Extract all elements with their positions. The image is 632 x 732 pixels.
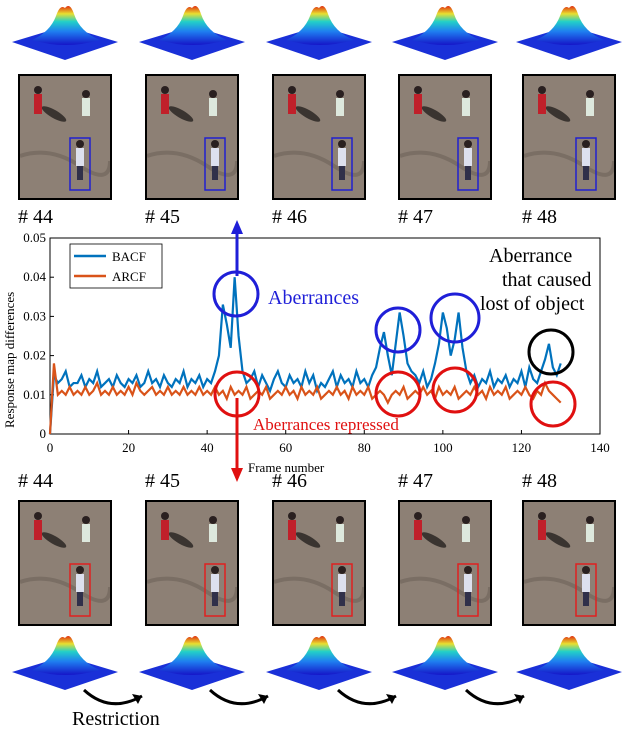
- top-frame-image-1: [145, 74, 239, 200]
- top-response-map-1: [139, 6, 245, 60]
- y-tick-label: 0: [40, 426, 47, 441]
- top-frame-label-0: # 44: [18, 206, 53, 228]
- top-frame-image-2: [272, 74, 366, 200]
- restriction-arrows: [82, 688, 525, 706]
- legend-label-arcf: ARCF: [112, 269, 146, 284]
- top-frame-label-1: # 45: [145, 206, 180, 228]
- bottom-frame-label-2: # 46: [272, 470, 307, 492]
- bottom-response-map-3: [392, 636, 498, 690]
- blue-arrow-up-icon: [231, 220, 243, 234]
- curved-arrow-icon: [132, 694, 142, 704]
- bottom-frame-image-4: [522, 500, 616, 626]
- bottom-frame-label-1: # 45: [145, 470, 180, 492]
- top-frame-label-3: # 47: [398, 206, 433, 228]
- y-axis-label: Response map differences: [2, 292, 17, 428]
- top-response-map-0: [12, 6, 118, 60]
- bottom-response-map-0: [12, 636, 118, 690]
- top-frame-label-2: # 46: [272, 206, 307, 228]
- legend-label-bacf: BACF: [112, 249, 146, 264]
- y-tick-label: 0.02: [23, 348, 46, 363]
- bottom-response-map-1: [139, 636, 245, 690]
- x-tick-label: 140: [590, 440, 610, 455]
- curved-arrow-icon: [514, 694, 524, 704]
- aberrance-circle-2: [374, 306, 422, 354]
- x-tick-label: 80: [358, 440, 371, 455]
- arrows: [231, 220, 243, 482]
- bottom-response-map-4: [516, 636, 622, 690]
- restriction-label: Restriction: [72, 708, 160, 730]
- x-tick-label: 40: [201, 440, 214, 455]
- aberrances-repressed-label: Aberrances repressed: [253, 415, 399, 434]
- x-tick-label: 100: [433, 440, 453, 455]
- top-response-map-4: [516, 6, 622, 60]
- curved-arrow-icon: [258, 694, 268, 704]
- lost-object-circle: [527, 328, 575, 376]
- top-frame-image-3: [398, 74, 492, 200]
- bottom-response-map-2: [266, 636, 372, 690]
- aberrance-circle-3: [429, 292, 481, 344]
- bottom-frame-image-2: [272, 500, 366, 626]
- x-tick-label: 20: [122, 440, 135, 455]
- top-frame-label-4: # 48: [522, 206, 557, 228]
- aberrances-label: Aberrances: [268, 287, 359, 309]
- x-tick-label: 120: [512, 440, 532, 455]
- bottom-frame-image-1: [145, 500, 239, 626]
- y-tick-label: 0.03: [23, 308, 46, 323]
- top-frame-image-0: [18, 74, 112, 200]
- bottom-frame-image-0: [18, 500, 112, 626]
- y-tick-label: 0.04: [23, 269, 46, 284]
- y-tick-label: 0.05: [23, 230, 46, 245]
- red-arrow-down-icon: [231, 468, 243, 482]
- response-difference-chart: 0 0.01 0.02 0.03 0.04 0.05 0 20 40 60 80 100 120 140…: [2, 230, 610, 475]
- top-frame-image-4: [522, 74, 616, 200]
- repressed-circle-3: [431, 366, 479, 414]
- legend: BACF ARCF: [69, 243, 163, 289]
- bottom-frame-label-4: # 48: [522, 470, 557, 492]
- top-response-map-3: [392, 6, 498, 60]
- lost-object-label-3: lost of object: [480, 293, 585, 315]
- x-tick-label: 60: [279, 440, 292, 455]
- lost-object-label-1: Aberrance: [489, 245, 572, 267]
- top-response-map-2: [266, 6, 372, 60]
- bottom-frame-image-3: [398, 500, 492, 626]
- repressed-circle-2: [374, 370, 422, 418]
- repressed-circle-4: [529, 380, 577, 428]
- y-tick-label: 0.01: [23, 387, 46, 402]
- x-axis-label: Frame number: [248, 460, 325, 475]
- lost-object-label-2: that caused: [502, 269, 591, 291]
- x-tick-label: 0: [47, 440, 54, 455]
- bottom-frame-label-0: # 44: [18, 470, 53, 492]
- bottom-frame-label-3: # 47: [398, 470, 433, 492]
- curved-arrow-icon: [386, 694, 396, 704]
